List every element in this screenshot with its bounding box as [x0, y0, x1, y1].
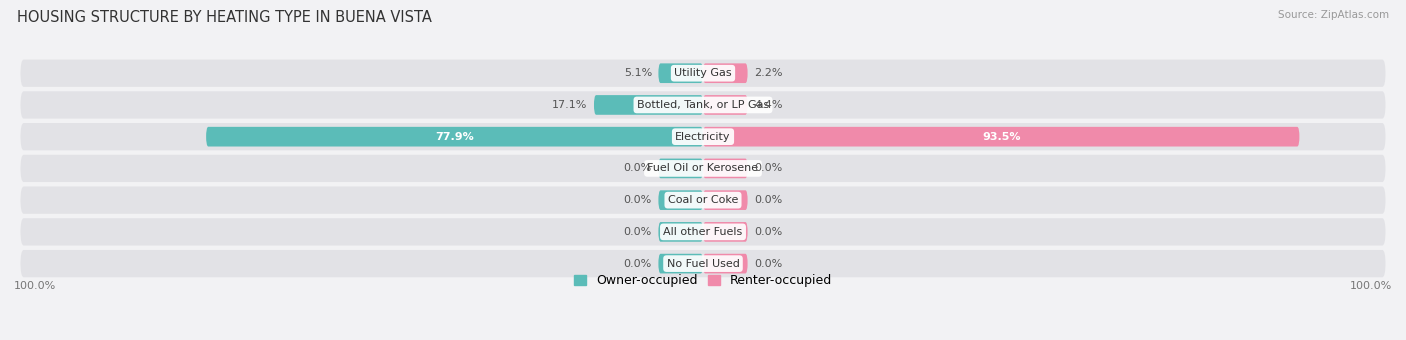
Text: 0.0%: 0.0% — [754, 195, 782, 205]
FancyBboxPatch shape — [21, 155, 1385, 182]
Text: 0.0%: 0.0% — [624, 259, 652, 269]
Text: 100.0%: 100.0% — [1350, 282, 1392, 291]
FancyBboxPatch shape — [703, 95, 748, 115]
FancyBboxPatch shape — [207, 127, 703, 147]
FancyBboxPatch shape — [703, 63, 748, 83]
Text: 0.0%: 0.0% — [754, 259, 782, 269]
FancyBboxPatch shape — [21, 59, 1385, 87]
FancyBboxPatch shape — [703, 190, 748, 210]
Text: 0.0%: 0.0% — [754, 227, 782, 237]
FancyBboxPatch shape — [21, 218, 1385, 245]
Text: 5.1%: 5.1% — [624, 68, 652, 78]
FancyBboxPatch shape — [658, 222, 703, 242]
Text: No Fuel Used: No Fuel Used — [666, 259, 740, 269]
Text: Source: ZipAtlas.com: Source: ZipAtlas.com — [1278, 10, 1389, 20]
FancyBboxPatch shape — [658, 254, 703, 273]
FancyBboxPatch shape — [21, 187, 1385, 214]
FancyBboxPatch shape — [658, 63, 703, 83]
Text: HOUSING STRUCTURE BY HEATING TYPE IN BUENA VISTA: HOUSING STRUCTURE BY HEATING TYPE IN BUE… — [17, 10, 432, 25]
Text: 17.1%: 17.1% — [553, 100, 588, 110]
Text: 0.0%: 0.0% — [624, 164, 652, 173]
Text: 0.0%: 0.0% — [624, 227, 652, 237]
FancyBboxPatch shape — [593, 95, 703, 115]
Text: 93.5%: 93.5% — [981, 132, 1021, 142]
Text: 0.0%: 0.0% — [624, 195, 652, 205]
Text: 100.0%: 100.0% — [14, 282, 56, 291]
Text: All other Fuels: All other Fuels — [664, 227, 742, 237]
Legend: Owner-occupied, Renter-occupied: Owner-occupied, Renter-occupied — [568, 269, 838, 292]
Text: 2.2%: 2.2% — [754, 68, 783, 78]
FancyBboxPatch shape — [703, 158, 748, 178]
FancyBboxPatch shape — [658, 158, 703, 178]
FancyBboxPatch shape — [21, 123, 1385, 150]
FancyBboxPatch shape — [703, 127, 1299, 147]
FancyBboxPatch shape — [703, 222, 748, 242]
Text: Bottled, Tank, or LP Gas: Bottled, Tank, or LP Gas — [637, 100, 769, 110]
Text: Fuel Oil or Kerosene: Fuel Oil or Kerosene — [647, 164, 759, 173]
FancyBboxPatch shape — [658, 190, 703, 210]
FancyBboxPatch shape — [21, 91, 1385, 119]
Text: Electricity: Electricity — [675, 132, 731, 142]
Text: 0.0%: 0.0% — [754, 164, 782, 173]
Text: 4.4%: 4.4% — [754, 100, 783, 110]
Text: Utility Gas: Utility Gas — [675, 68, 731, 78]
Text: 77.9%: 77.9% — [436, 132, 474, 142]
FancyBboxPatch shape — [21, 250, 1385, 277]
FancyBboxPatch shape — [703, 254, 748, 273]
Text: Coal or Coke: Coal or Coke — [668, 195, 738, 205]
